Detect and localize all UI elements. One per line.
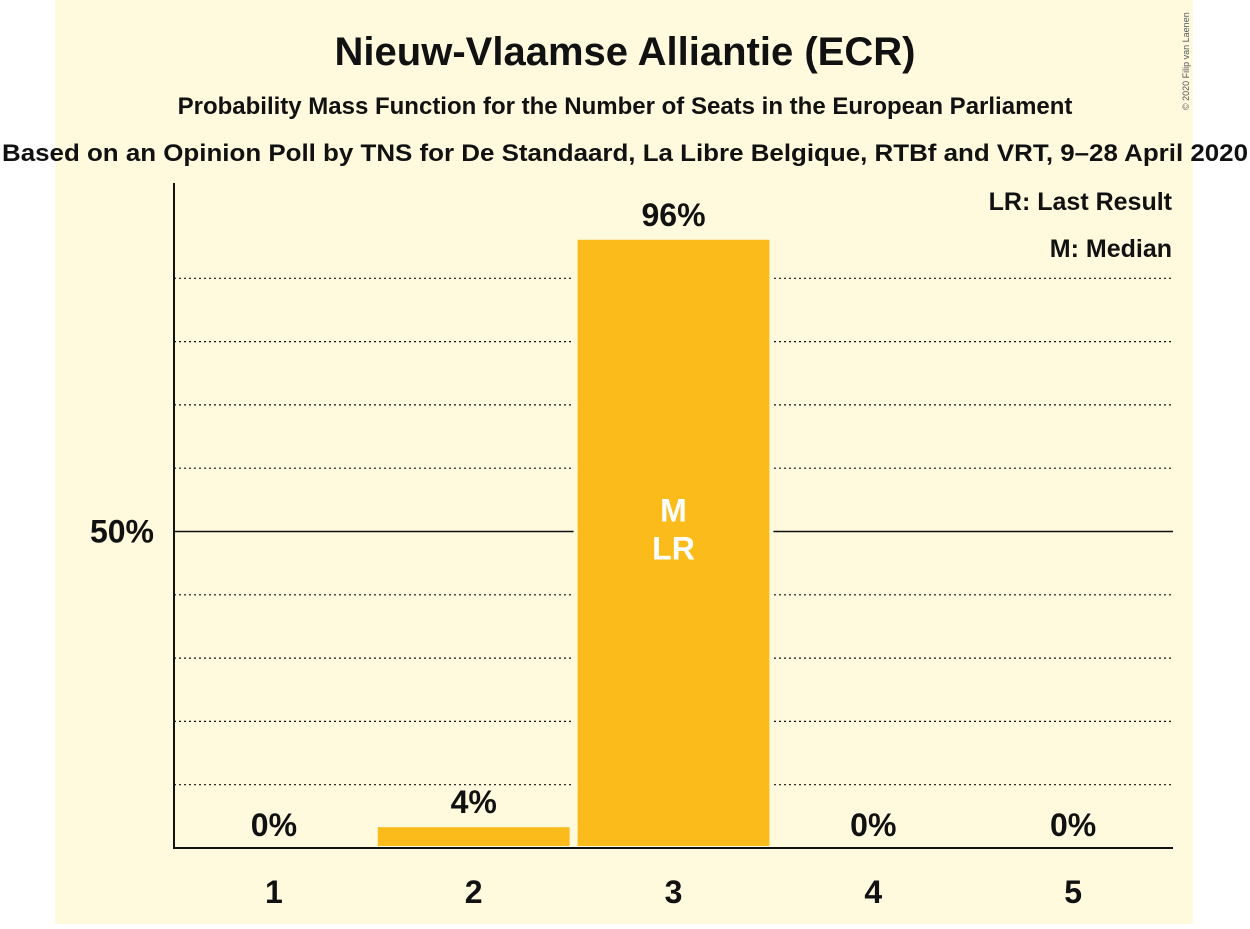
x-tick-label-3: 3 <box>665 874 683 910</box>
legend-last-result: LR: Last Result <box>989 188 1173 216</box>
x-tick-label-5: 5 <box>1064 874 1082 910</box>
x-tick-label-1: 1 <box>265 874 283 910</box>
last-result-marker: LR <box>652 531 695 567</box>
chart-subtitle: Probability Mass Function for the Number… <box>178 93 1073 120</box>
bar-2 <box>373 823 574 850</box>
data-label-5: 0% <box>1050 807 1096 843</box>
data-label-3: 96% <box>641 197 705 233</box>
y-tick-label: 50% <box>90 514 154 550</box>
x-tick-label-2: 2 <box>465 874 483 910</box>
data-label-4: 0% <box>850 807 896 843</box>
chart-source-line: Based on an Opinion Poll by TNS for De S… <box>2 140 1248 167</box>
grid-layer <box>174 277 1173 786</box>
legend-median: M: Median <box>1050 235 1172 263</box>
data-label-2: 4% <box>451 784 497 820</box>
x-tick-label-4: 4 <box>864 874 882 910</box>
data-label-1: 0% <box>251 807 297 843</box>
median-marker: M <box>660 493 687 529</box>
copyright-text: © 2020 Filip van Laenen <box>1181 12 1191 110</box>
chart-title: Nieuw-Vlaamse Alliantie (ECR) <box>335 30 916 74</box>
label-layer: 50% 0% 1 4% 2 96% 3 MLR 0% 4 0% 5 <box>90 197 1096 910</box>
